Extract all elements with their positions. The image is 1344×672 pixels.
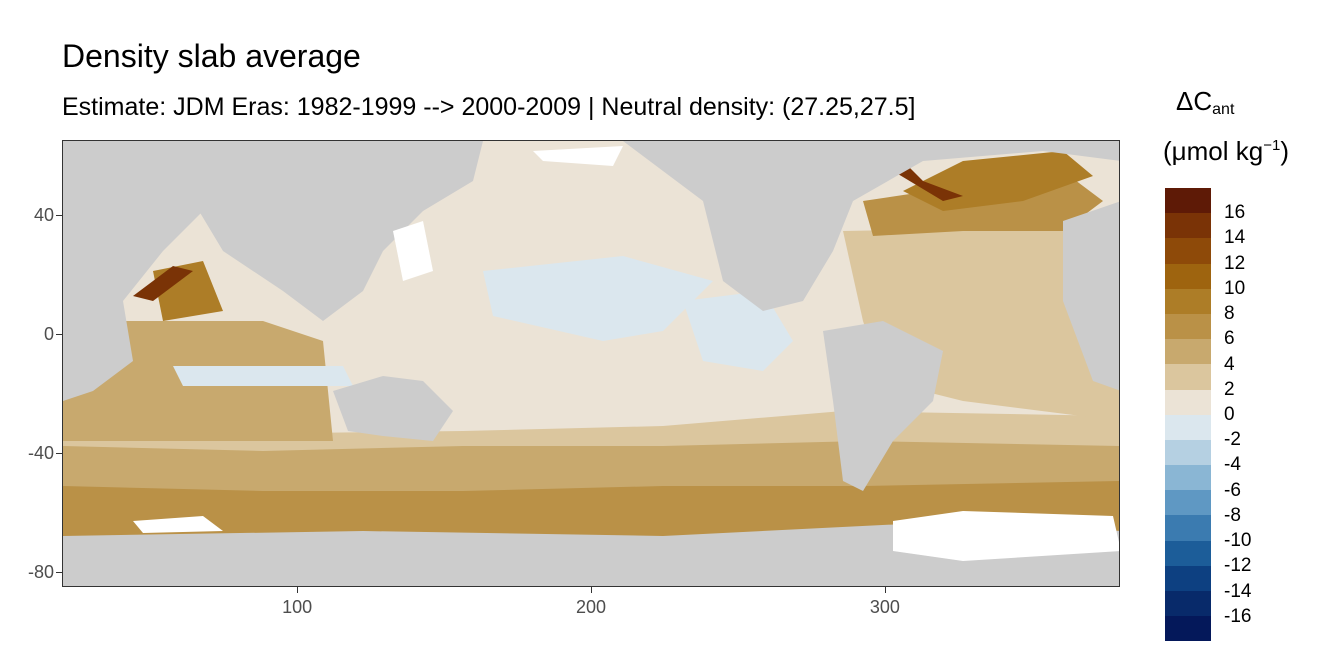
x-tick-mark: [297, 587, 299, 593]
legend-swatch: [1165, 288, 1211, 314]
legend-label: -16: [1224, 605, 1252, 627]
x-tick-label: 100: [282, 597, 313, 617]
legend-title: ΔCant: [1176, 86, 1235, 118]
map-subtitle: Estimate: JDM Eras: 1982-1999 --> 2000-2…: [62, 93, 916, 121]
legend-swatch: [1165, 515, 1211, 541]
legend-swatch: [1165, 188, 1211, 214]
legend-label: 14: [1224, 227, 1246, 249]
legend-label: 8: [1224, 303, 1235, 325]
legend-label: -10: [1224, 530, 1252, 552]
legend-swatch: [1165, 540, 1211, 566]
legend-swatch: [1165, 238, 1211, 264]
legend-colorbar: [1165, 188, 1211, 642]
legend-swatch: [1165, 616, 1211, 642]
legend-label: -8: [1224, 504, 1241, 526]
land-north-america: [623, 141, 1119, 311]
land-south-america: [823, 321, 943, 491]
x-tick-mark: [884, 587, 886, 593]
map-title: Density slab average: [62, 38, 361, 74]
legend-swatch: [1165, 389, 1211, 415]
legend-label: 2: [1224, 378, 1235, 400]
band-arabian-peak: [133, 266, 193, 301]
legend-swatch: [1165, 591, 1211, 617]
legend-swatch: [1165, 465, 1211, 491]
legend-swatch: [1165, 213, 1211, 239]
legend-swatch: [1165, 490, 1211, 516]
legend-unit: (μmol kg−1): [1163, 136, 1289, 166]
x-tick-mark: [591, 587, 592, 593]
legend-swatch: [1165, 414, 1211, 440]
legend-label: -12: [1224, 555, 1252, 577]
legend-swatch: [1165, 339, 1211, 365]
y-tick-mark: [56, 572, 62, 574]
band-pacific-neg-1: [483, 256, 713, 341]
land-masses: [63, 141, 1119, 586]
legend-swatch: [1165, 263, 1211, 289]
y-tick-mark: [56, 333, 62, 335]
y-tick-label: -80: [27, 562, 54, 583]
land-antarctica: [63, 521, 1119, 586]
land-australia: [333, 376, 453, 441]
legend-swatch: [1165, 439, 1211, 466]
x-tick-label: 200: [575, 597, 607, 617]
missing-data: [133, 146, 1119, 561]
legend-label: -2: [1224, 429, 1241, 451]
x-tick-label: 300: [869, 597, 900, 617]
legend-label: -6: [1224, 479, 1241, 501]
legend-label: -4: [1224, 454, 1241, 476]
land-asia: [193, 141, 483, 321]
legend-label: 4: [1224, 353, 1235, 375]
land-africa: [63, 141, 213, 401]
legend-label: 10: [1224, 277, 1246, 299]
legend-swatch: [1165, 565, 1211, 591]
map-panel: [62, 140, 1120, 587]
ocean-map: [63, 141, 1119, 586]
y-tick-label: 40: [33, 204, 54, 225]
y-tick-mark: [56, 452, 62, 454]
legend-label: -14: [1224, 580, 1252, 602]
y-tick-label: 0: [43, 323, 54, 344]
band-pacific-neg-2: [683, 291, 793, 371]
legend-swatch: [1165, 364, 1211, 390]
y-tick-label: -40: [27, 442, 54, 463]
legend-label: 0: [1224, 404, 1235, 425]
legend-label: 6: [1224, 328, 1235, 350]
legend-label: 12: [1224, 252, 1246, 274]
legend-swatch: [1165, 313, 1211, 340]
y-tick-mark: [56, 214, 62, 216]
band-indian-neg: [173, 366, 353, 386]
land-europe: [1063, 201, 1119, 391]
legend-label: 16: [1224, 202, 1246, 224]
